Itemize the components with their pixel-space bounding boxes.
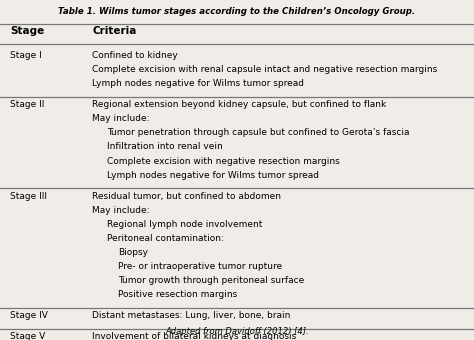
Text: Regional extension beyond kidney capsule, but confined to flank: Regional extension beyond kidney capsule… [92,100,387,109]
Text: Confined to kidney: Confined to kidney [92,51,178,60]
Text: Regional lymph node involvement: Regional lymph node involvement [107,220,262,229]
Text: Complete excision with negative resection margins: Complete excision with negative resectio… [107,156,339,166]
Text: Adapted from Davidoff (2012) [4].: Adapted from Davidoff (2012) [4]. [165,327,309,336]
Text: Distant metastases: Lung, liver, bone, brain: Distant metastases: Lung, liver, bone, b… [92,311,291,320]
Text: Infiltration into renal vein: Infiltration into renal vein [107,142,222,151]
Text: Stage IV: Stage IV [10,311,48,320]
Text: Tumor growth through peritoneal surface: Tumor growth through peritoneal surface [118,276,305,285]
Text: Involvement of bilateral kidneys at diagnosis: Involvement of bilateral kidneys at diag… [92,332,297,340]
Text: Tumor penetration through capsule but confined to Gerota’s fascia: Tumor penetration through capsule but co… [107,128,409,137]
Text: Stage III: Stage III [10,191,47,201]
Text: Complete excision with renal capsule intact and negative resection margins: Complete excision with renal capsule int… [92,65,438,74]
Text: Stage II: Stage II [10,100,45,109]
Text: May include:: May include: [92,206,150,215]
Text: May include:: May include: [92,114,150,123]
Text: Lymph nodes negative for Wilms tumor spread: Lymph nodes negative for Wilms tumor spr… [107,171,319,180]
Text: Lymph nodes negative for Wilms tumor spread: Lymph nodes negative for Wilms tumor spr… [92,79,304,88]
Text: Stage I: Stage I [10,51,42,60]
Text: Residual tumor, but confined to abdomen: Residual tumor, but confined to abdomen [92,191,282,201]
Text: Pre- or intraoperative tumor rupture: Pre- or intraoperative tumor rupture [118,262,283,271]
Text: Criteria: Criteria [92,26,137,36]
Text: Biopsy: Biopsy [118,248,148,257]
Text: Positive resection margins: Positive resection margins [118,290,238,299]
Text: Peritoneal contamination:: Peritoneal contamination: [107,234,224,243]
Text: Stage V: Stage V [10,332,46,340]
Text: Table 1. Wilms tumor stages according to the Children’s Oncology Group.: Table 1. Wilms tumor stages according to… [58,7,416,16]
Text: Stage: Stage [10,26,45,36]
